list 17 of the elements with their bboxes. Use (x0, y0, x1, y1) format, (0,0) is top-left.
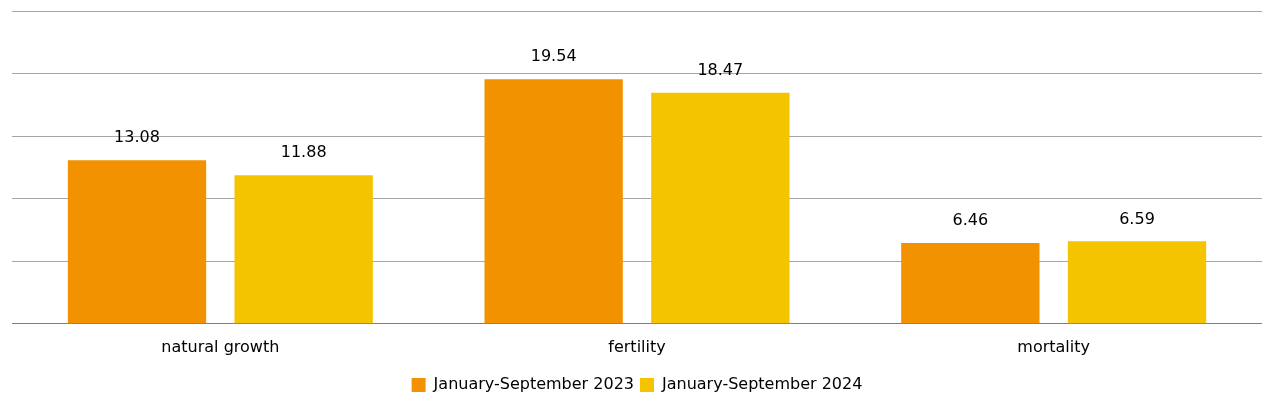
x-tick-label: fertility (608, 336, 666, 356)
data-label: 13.08 (114, 127, 160, 147)
data-label: 6.46 (952, 210, 989, 230)
bar (1067, 241, 1207, 324)
data-label: 11.88 (280, 142, 327, 162)
legend-label: January-September 2024 (661, 374, 863, 394)
bar (651, 92, 790, 324)
data-label: 19.54 (530, 46, 577, 66)
data-label: 18.47 (697, 59, 744, 79)
bar (484, 79, 623, 324)
x-tick-label: natural growth (161, 336, 280, 356)
x-tick-label: mortality (1017, 336, 1090, 356)
data-label: 6.59 (1119, 208, 1155, 228)
bar (67, 160, 207, 324)
legend-label: January-September 2023 (432, 374, 634, 394)
bar (901, 242, 1040, 324)
bar (234, 175, 373, 324)
